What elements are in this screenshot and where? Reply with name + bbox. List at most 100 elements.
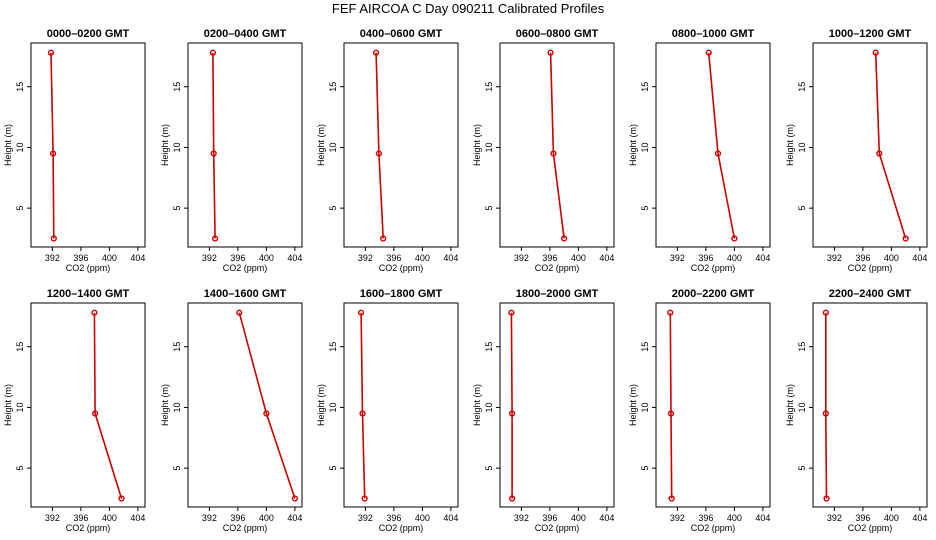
profile-line <box>510 312 513 499</box>
y-tick-label: 15 <box>640 342 650 352</box>
x-tick-label: 404 <box>130 513 145 523</box>
data-point <box>547 49 554 56</box>
data-point <box>731 235 738 242</box>
y-tick-label: 10 <box>797 142 807 152</box>
y-axis-label: Height (m) <box>785 124 795 166</box>
data-point <box>47 49 55 56</box>
y-tick-label: 15 <box>328 342 338 352</box>
data-point <box>211 235 219 242</box>
y-axis-label: Height (m) <box>628 384 638 426</box>
panel-title: 1400–1600 GMT <box>204 288 287 300</box>
panel-title: 1800–2000 GMT <box>516 288 599 300</box>
x-axis-label: CO2 (ppm) <box>535 263 580 273</box>
y-tick-label: 10 <box>484 402 494 412</box>
x-axis-label: CO2 (ppm) <box>379 263 424 273</box>
y-tick-label: 10 <box>15 402 25 412</box>
plot-frame <box>30 302 146 508</box>
y-tick-label: 5 <box>172 206 182 211</box>
x-axis-label: CO2 (ppm) <box>691 263 736 273</box>
y-tick-label: 15 <box>15 342 25 352</box>
x-tick-label: 400 <box>571 513 586 523</box>
x-tick-label: 404 <box>912 253 927 263</box>
profile-line <box>93 312 123 499</box>
y-tick-label: 10 <box>15 142 25 152</box>
x-tick-label: 396 <box>855 513 870 523</box>
x-tick-label: 404 <box>755 513 770 523</box>
panel-title: 2200–2400 GMT <box>829 288 912 300</box>
y-tick-label: 15 <box>172 342 182 352</box>
data-point <box>668 495 675 502</box>
y-tick-label: 10 <box>797 402 807 412</box>
profile-line <box>874 52 907 239</box>
data-point <box>714 150 722 157</box>
panel-title: 1600–1800 GMT <box>360 288 443 300</box>
y-tick-label: 10 <box>640 402 650 412</box>
x-tick-label: 396 <box>230 513 245 523</box>
x-tick-label: 396 <box>542 253 557 263</box>
panel-7: 1200–1400 GMT 392 396 400 404 5 10 15 CO2 (ppm) H… <box>3 288 146 533</box>
panel-3: 0400–0600 GMT 392 396 400 404 5 10 15 CO2 (ppm) H… <box>316 28 459 273</box>
data-point <box>509 495 516 502</box>
x-tick-label: 400 <box>727 513 742 523</box>
x-axis-label: CO2 (ppm) <box>535 523 580 533</box>
x-tick-label: 396 <box>698 513 713 523</box>
y-tick-label: 5 <box>15 206 25 211</box>
figure-title: FEF AIRCOA C Day 090211 Calibrated Profi… <box>332 1 605 16</box>
y-tick-label: 10 <box>328 402 338 412</box>
x-tick-label: 396 <box>73 513 88 523</box>
y-tick-label: 15 <box>484 342 494 352</box>
y-axis-label: Height (m) <box>160 384 170 426</box>
data-point <box>375 150 383 157</box>
x-tick-label: 400 <box>102 513 117 523</box>
y-tick-label: 5 <box>640 206 650 211</box>
data-point <box>667 410 675 417</box>
profile-line <box>375 52 384 239</box>
y-axis-label: Height (m) <box>628 124 638 166</box>
x-tick-label: 404 <box>443 253 458 263</box>
data-point <box>358 309 365 316</box>
x-axis-label: CO2 (ppm) <box>691 523 736 533</box>
x-tick-label: 396 <box>698 253 713 263</box>
x-tick-label: 392 <box>202 253 217 263</box>
profile-line <box>824 312 828 499</box>
x-tick-label: 404 <box>287 513 302 523</box>
panel-2: 0200–0400 GMT 392 396 400 404 5 10 15 CO2 (ppm) H… <box>160 28 303 273</box>
data-point <box>508 309 515 316</box>
panel-title: 1000–1200 GMT <box>829 28 912 40</box>
data-point <box>561 235 568 242</box>
y-tick-label: 5 <box>640 466 650 471</box>
x-tick-label: 404 <box>130 253 145 263</box>
data-point <box>876 150 883 157</box>
x-tick-label: 392 <box>514 513 529 523</box>
plot-frame <box>655 42 771 248</box>
x-tick-label: 404 <box>912 513 927 523</box>
x-tick-label: 400 <box>884 253 899 263</box>
profile-line <box>238 312 296 499</box>
x-tick-label: 404 <box>287 253 302 263</box>
x-tick-label: 396 <box>855 253 870 263</box>
plot-frame <box>343 302 459 508</box>
y-axis-label: Height (m) <box>785 384 795 426</box>
y-tick-label: 5 <box>15 466 25 471</box>
plot-frame <box>655 302 771 508</box>
x-tick-label: 400 <box>884 513 899 523</box>
x-tick-label: 396 <box>73 253 88 263</box>
y-tick-label: 5 <box>172 466 182 471</box>
y-tick-label: 15 <box>172 82 182 92</box>
data-point <box>50 235 57 242</box>
data-point <box>380 235 387 242</box>
y-tick-label: 10 <box>172 402 182 412</box>
panel-title: 0600–0800 GMT <box>516 28 599 40</box>
x-axis-label: CO2 (ppm) <box>66 263 111 273</box>
panel-title: 1200–1400 GMT <box>47 288 130 300</box>
panel-12: 2200–2400 GMT 392 396 400 404 5 10 15 CO2 (ppm) H… <box>785 288 928 533</box>
y-tick-label: 10 <box>484 142 494 152</box>
x-tick-label: 392 <box>358 513 373 523</box>
x-tick-label: 392 <box>45 513 60 523</box>
y-tick-label: 15 <box>484 82 494 92</box>
panel-8: 1400–1600 GMT 392 396 400 404 5 10 15 CO2 (ppm) H… <box>160 288 303 533</box>
data-point <box>263 410 270 417</box>
x-tick-label: 400 <box>571 253 586 263</box>
x-tick-label: 396 <box>542 513 557 523</box>
